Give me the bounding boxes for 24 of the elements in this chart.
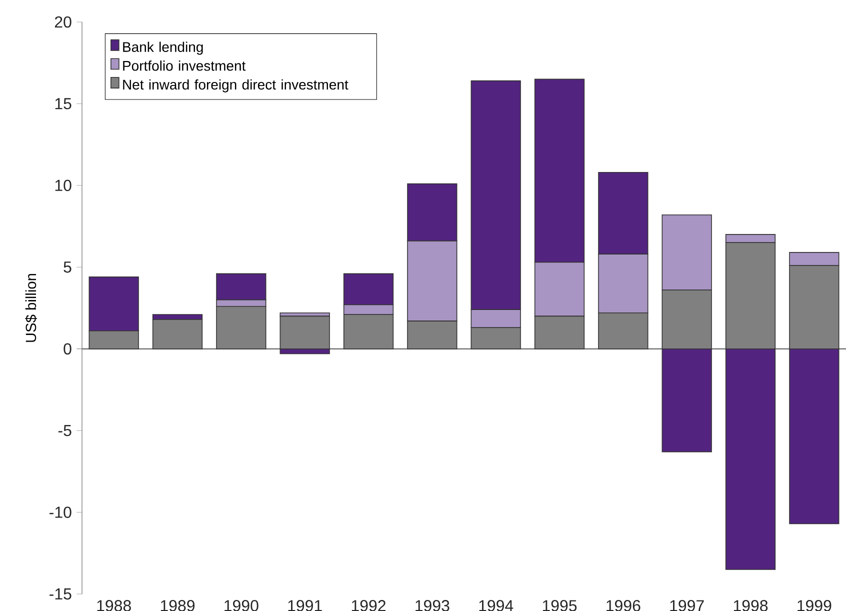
x-tick-label: 1998 xyxy=(734,600,768,611)
x-tick-label: 1996 xyxy=(606,600,640,611)
x-tick-label: 1997 xyxy=(670,600,704,611)
legend-label: Portfolio investment xyxy=(123,60,246,71)
legend-label: Net inward foreign direct investment xyxy=(123,79,348,92)
x-tick-label: 1992 xyxy=(352,600,386,611)
x-tick-label: 1989 xyxy=(160,600,195,611)
x-tick-label: 1991 xyxy=(288,600,322,611)
legend-label: Bank lending xyxy=(123,42,203,55)
x-tick-label: 1988 xyxy=(97,600,131,611)
y-tick-label: 15 xyxy=(55,98,72,110)
y-tick-label: 5 xyxy=(64,262,72,273)
x-tick-label: 1990 xyxy=(224,600,258,611)
y-tick-label: -15 xyxy=(50,588,72,600)
y-tick-label: 20 xyxy=(54,16,72,28)
y-tick-label: -5 xyxy=(58,424,72,436)
y-tick-label: 10 xyxy=(55,180,72,192)
y-tick-label: 0 xyxy=(64,343,72,355)
y-tick-label: -10 xyxy=(50,506,72,518)
x-tick-label: 1995 xyxy=(542,600,577,611)
x-tick-label: 1999 xyxy=(798,600,832,611)
y-axis-title: US$ billion xyxy=(25,274,38,342)
x-tick-label: 1994 xyxy=(479,600,514,611)
x-tick-label: 1993 xyxy=(416,600,450,611)
